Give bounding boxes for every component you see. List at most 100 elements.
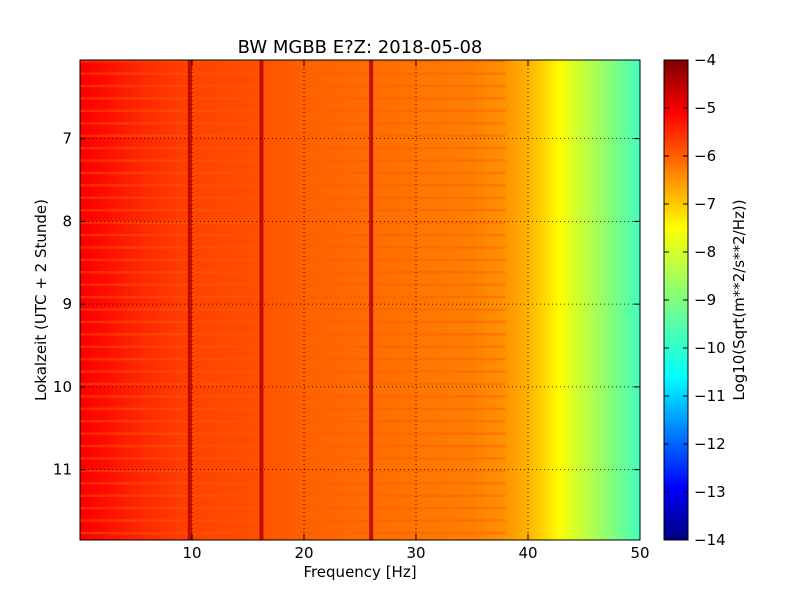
spectrogram-frequency-band [248, 60, 252, 540]
spectrogram-frequency-band [110, 60, 115, 540]
spectrogram-frequency-band [469, 60, 473, 540]
spectrogram-frequency-band [278, 60, 283, 540]
spectrogram-frequency-band [245, 60, 249, 540]
spectrogram-frequency-band [458, 60, 462, 540]
y-axis: 7 8 9 10 11 [53, 130, 640, 479]
spectrogram-frequency-band [491, 60, 495, 540]
spectrogram-frequency-band [208, 60, 213, 540]
colorbar-tick-label: −6 [694, 147, 716, 165]
spectrogram-frequency-band [438, 60, 442, 540]
spectrogram-time-band [80, 84, 506, 88]
spectrogram-frequency-band [626, 60, 630, 540]
spectrogram-frequency-band [362, 60, 367, 540]
spectrogram-frequency-band [488, 60, 493, 540]
spectrogram-time-band [80, 457, 506, 460]
x-axis-tick-label: 50 [630, 544, 649, 562]
spectrogram-time-band [80, 333, 506, 336]
spectrogram-frequency-band [393, 60, 397, 540]
spectrogram-frequency-band [614, 60, 619, 540]
spectrogram-frequency-band [312, 60, 316, 540]
y-axis-tick-label: 7 [62, 130, 72, 148]
spectral-line [187, 60, 192, 540]
spectrogram-frequency-band [88, 60, 92, 540]
spectrogram-frequency-band [502, 60, 507, 540]
spectrogram-frequency-band [138, 60, 143, 540]
spectrogram-frequency-band [505, 60, 509, 540]
spectrogram-frequency-band [637, 60, 640, 540]
colorbar-tick-label: −13 [694, 483, 726, 501]
spectrogram-frequency-band [267, 60, 271, 540]
spectrogram-frequency-band [141, 60, 145, 540]
spectrogram-frequency-band [306, 60, 311, 540]
chart-title: BW MGBB E?Z: 2018-05-08 [238, 37, 483, 58]
spectrogram-frequency-band [446, 60, 451, 540]
spectrogram-time-band [80, 258, 506, 262]
spectrogram-frequency-band [318, 60, 322, 540]
spectrogram-frequency-band [354, 60, 358, 540]
spectrogram-frequency-band [150, 60, 154, 540]
spectrogram-frequency-band [228, 60, 232, 540]
spectrogram-frequency-band [155, 60, 159, 540]
spectrogram-frequency-band [480, 60, 484, 540]
spectrogram-frequency-band [418, 60, 423, 540]
spectrogram-frequency-band [581, 60, 585, 540]
spectrogram-frequency-band [511, 60, 515, 540]
spectrogram-frequency-band [136, 60, 140, 540]
spectrogram-frequency-band [528, 60, 532, 540]
spectrogram-frequency-band [544, 60, 549, 540]
spectrogram-frequency-band [494, 60, 498, 540]
spectrogram-frequency-band [225, 60, 229, 540]
spectrogram-frequency-band [427, 60, 431, 540]
spectrogram-frequency-band [530, 60, 535, 540]
spectrogram-frequency-band [550, 60, 554, 540]
spectrogram-frequency-band [360, 60, 364, 540]
spectrogram-frequency-band [343, 60, 347, 540]
spectrogram-frequency-band [410, 60, 414, 540]
spectrogram-time-band [80, 271, 506, 274]
spectrogram-time-band [80, 246, 506, 249]
spectrogram-frequency-band [500, 60, 504, 540]
spectrogram-frequency-band [606, 60, 610, 540]
spectrogram-frequency-band [239, 60, 243, 540]
spectrogram-time-band [80, 97, 506, 100]
spectrogram-frequency-band [570, 60, 574, 540]
spectrogram-frequency-band [200, 60, 204, 540]
spectrogram-frequency-band [326, 60, 330, 540]
y-axis-tick-label: 11 [53, 461, 72, 479]
spectrogram-frequency-band [234, 60, 238, 540]
spectrogram-frequency-band [85, 60, 89, 540]
spectrogram-time-band [80, 72, 506, 75]
x-axis: 10 20 30 40 50 [182, 60, 650, 562]
spectrogram-frequency-band [276, 60, 280, 540]
spectrogram-frequency-band [578, 60, 582, 540]
spectrogram-frequency-band [430, 60, 434, 540]
spectrogram-frequency-band [572, 60, 577, 540]
spectrogram-frequency-band [206, 60, 210, 540]
spectrogram-frequency-band [116, 60, 120, 540]
colorbar-tick-label: −12 [694, 435, 726, 453]
spectrogram-frequency-band [175, 60, 179, 540]
spectrogram-frequency-band [222, 60, 227, 540]
spectrogram-frequency-band [592, 60, 596, 540]
x-axis-tick-label: 10 [182, 544, 201, 562]
x-axis-tick-label: 30 [406, 544, 425, 562]
spectrogram-frequency-band [340, 60, 344, 540]
spectrogram-frequency-band [178, 60, 182, 540]
colorbar-tick-label: −11 [694, 387, 726, 405]
spectrogram-frequency-band [287, 60, 291, 540]
spectrogram-frequency-band [486, 60, 490, 540]
spectrogram-time-band [80, 382, 506, 386]
colorbar-tick-label: −4 [694, 51, 716, 69]
spectrogram-time-band [80, 184, 506, 187]
spectrogram-frequency-band [127, 60, 131, 540]
spectrogram-time-band [80, 482, 506, 485]
spectrogram-frequency-band [472, 60, 476, 540]
spectrogram-frequency-band [220, 60, 224, 540]
spectrogram-frequency-band [102, 60, 106, 540]
spectrogram-frequency-band [449, 60, 453, 540]
spectrogram-frequency-band [444, 60, 448, 540]
spectrogram-time-band [80, 283, 506, 286]
spectrogram-frequency-band [547, 60, 551, 540]
x-axis-label: Frequency [Hz] [303, 563, 416, 581]
spectrogram-frequency-band [169, 60, 173, 540]
